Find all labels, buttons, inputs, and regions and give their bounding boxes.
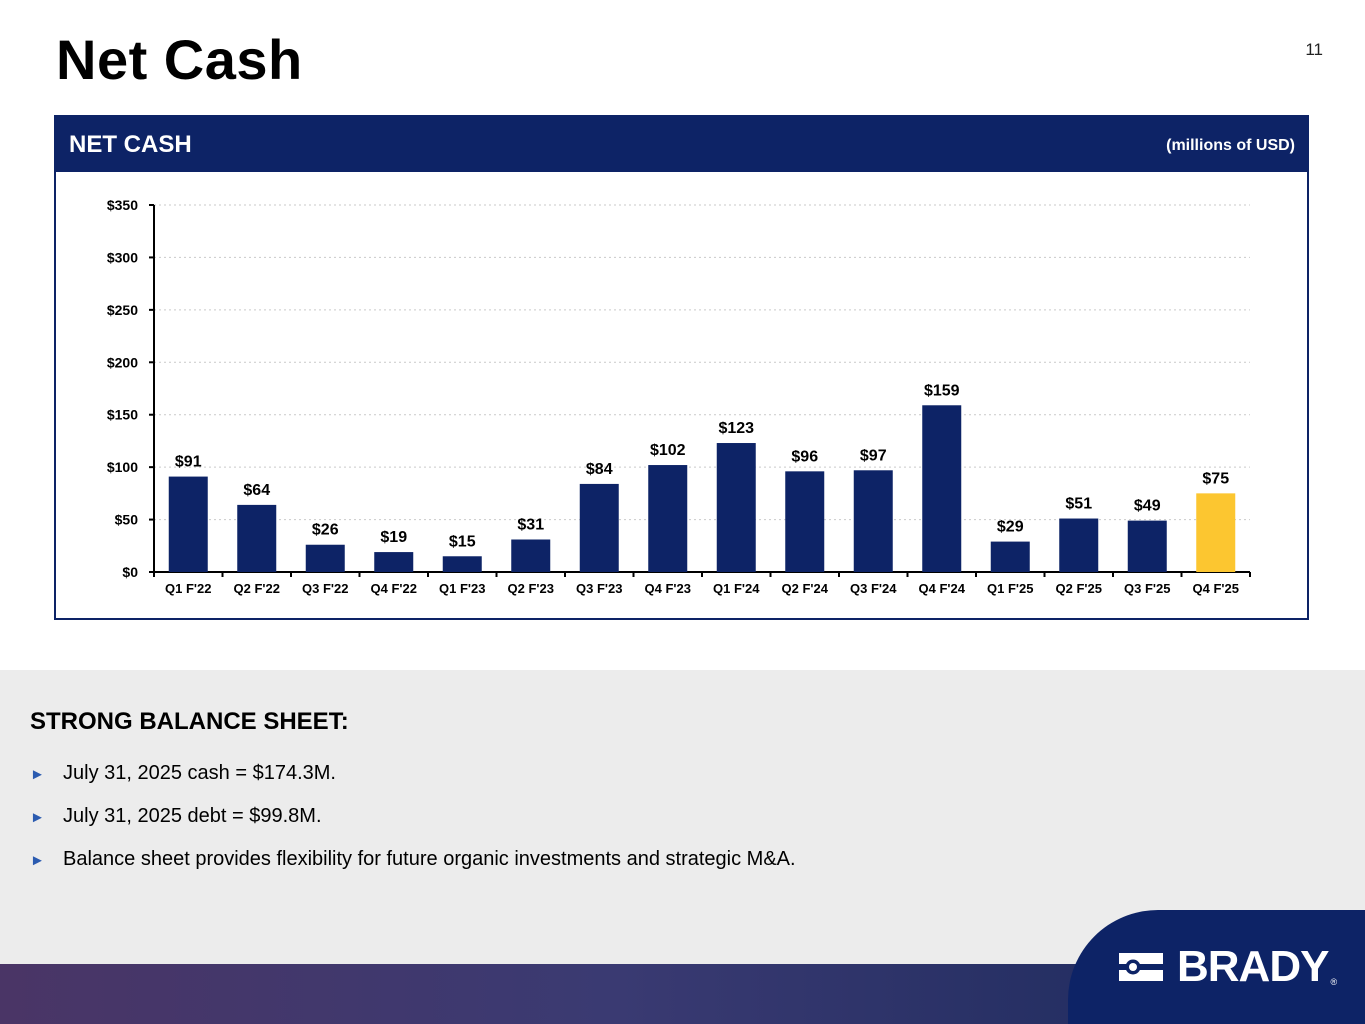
- net-cash-panel: NET CASH (millions of USD) $0 $50 $100 $150…: [54, 115, 1309, 620]
- bar-value-label: $159: [924, 382, 960, 399]
- x-tick-label: Q4 F'24: [919, 581, 966, 596]
- bar-value-label: $102: [650, 442, 686, 459]
- x-tick-label: Q3 F'25: [1124, 581, 1170, 596]
- logo-registered-mark: ®: [1330, 977, 1338, 987]
- panel-header: NET CASH (millions of USD): [56, 117, 1307, 172]
- y-tick-label: $300: [107, 249, 138, 265]
- bar: [305, 544, 345, 572]
- bar-value-label: $96: [791, 448, 818, 465]
- y-tick-label: $150: [107, 407, 138, 423]
- bar-value-label: $64: [243, 482, 270, 499]
- bar: [1196, 493, 1236, 572]
- panel-title: NET CASH: [69, 131, 192, 158]
- x-tick-label: Q4 F'22: [371, 581, 417, 596]
- bar: [1059, 518, 1099, 572]
- x-tick-label: Q2 F'24: [782, 581, 829, 596]
- x-tick-label: Q1 F'25: [987, 581, 1033, 596]
- list-item: ► July 31, 2025 cash = $174.3M.: [30, 762, 796, 805]
- bar-value-label: $29: [997, 519, 1024, 536]
- x-tick-label: Q3 F'23: [576, 581, 622, 596]
- x-tick-label: Q1 F'22: [165, 581, 211, 596]
- bar: [990, 541, 1030, 572]
- x-tick-label: Q4 F'23: [645, 581, 691, 596]
- x-tick-label: Q2 F'22: [234, 581, 280, 596]
- bar-value-label: $15: [449, 533, 476, 550]
- y-tick-label: $0: [122, 564, 138, 580]
- list-item-text: July 31, 2025 cash = $174.3M.: [63, 762, 336, 784]
- bar: [785, 471, 825, 572]
- bar: [511, 539, 551, 572]
- bar: [168, 476, 208, 572]
- y-tick-label: $350: [107, 197, 138, 213]
- bar-value-label: $19: [380, 529, 407, 546]
- brady-logo-icon: [1119, 953, 1163, 981]
- list-item: ► Balance sheet provides flexibility for…: [30, 848, 796, 891]
- bar-value-label: $97: [860, 447, 887, 464]
- y-tick-label: $50: [115, 512, 139, 528]
- x-tick-label: Q4 F'25: [1193, 581, 1239, 596]
- logo-wordmark: BRADY: [1177, 942, 1329, 991]
- bar-value-label: $84: [586, 461, 613, 478]
- brady-logo: BRADY ®: [1117, 945, 1337, 989]
- x-tick-label: Q3 F'24: [850, 581, 897, 596]
- bar: [922, 405, 962, 572]
- y-tick-label: $250: [107, 302, 138, 318]
- x-tick-label: Q2 F'23: [508, 581, 554, 596]
- list-item-text: Balance sheet provides flexibility for f…: [63, 848, 796, 870]
- x-tick-label: Q3 F'22: [302, 581, 348, 596]
- bullet-arrow-icon: ►: [30, 852, 45, 869]
- bar-value-label: $26: [312, 522, 339, 539]
- bar: [853, 470, 893, 572]
- y-tick-label: $200: [107, 354, 138, 370]
- logo-tab: [1068, 910, 1365, 1024]
- page-number: 11: [1305, 40, 1323, 59]
- panel-units: (millions of USD): [1166, 137, 1295, 154]
- balance-sheet-list: ► July 31, 2025 cash = $174.3M. ► July 3…: [30, 762, 796, 891]
- page-title: Net Cash: [56, 28, 303, 91]
- bullet-arrow-icon: ►: [30, 809, 45, 826]
- x-tick-label: Q1 F'23: [439, 581, 485, 596]
- x-tick-label: Q2 F'25: [1056, 581, 1102, 596]
- bar-value-label: $123: [718, 420, 754, 437]
- bar-value-label: $49: [1134, 498, 1161, 515]
- bar: [579, 483, 619, 572]
- bar: [442, 556, 482, 572]
- bar: [648, 465, 688, 572]
- bar: [716, 443, 756, 572]
- bar: [237, 504, 277, 572]
- x-tick-label: Q1 F'24: [713, 581, 760, 596]
- balance-sheet-title: STRONG BALANCE SHEET:: [30, 708, 349, 735]
- bar-value-label: $91: [175, 454, 202, 471]
- bar-value-label: $51: [1065, 496, 1092, 513]
- bullet-arrow-icon: ►: [30, 766, 45, 783]
- y-tick-label: $100: [107, 459, 138, 475]
- bar-value-label: $75: [1202, 470, 1229, 487]
- list-item: ► July 31, 2025 debt = $99.8M.: [30, 805, 796, 848]
- bar-value-label: $31: [517, 516, 544, 533]
- bar: [1127, 520, 1167, 572]
- list-item-text: July 31, 2025 debt = $99.8M.: [63, 805, 322, 827]
- net-cash-bar-chart: $0 $50 $100 $150 $200 $250 $300 $350 $91 Q1 F'22 $…: [107, 197, 1251, 596]
- bar: [374, 552, 414, 572]
